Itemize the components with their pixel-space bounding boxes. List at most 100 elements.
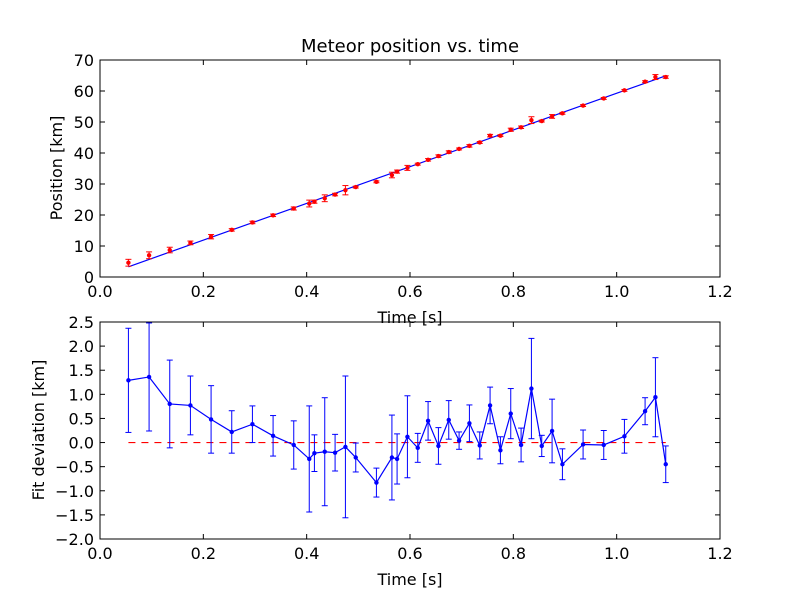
position-point — [343, 188, 348, 193]
bottom-axis-ticks: 0.0 0.2 0.4 0.6 0.8 1.0 1.2 −2.0 −1.5 −1.0 −0.5 0.0… — [55, 313, 733, 563]
position-point — [229, 227, 234, 233]
deviation-point — [529, 386, 534, 391]
position-point — [622, 88, 627, 93]
x-tick-label: 1.0 — [604, 544, 629, 563]
position-point — [425, 157, 431, 163]
y-tick-label: 40 — [74, 144, 94, 163]
x-tick-label: 1.0 — [604, 282, 629, 301]
deviation-point — [446, 417, 451, 423]
position-point — [389, 172, 395, 178]
y-tick-label: 10 — [74, 237, 94, 256]
x-tick-label: 0.8 — [501, 544, 526, 563]
x-tick-label: 0.4 — [294, 282, 319, 301]
deviation-point — [477, 443, 482, 448]
deviation-point — [332, 450, 338, 455]
bottom-x-axis-label: Time [s] — [376, 570, 442, 589]
x-tick-label: 0.8 — [501, 282, 526, 301]
bottom-plot-frame — [99, 321, 721, 540]
y-tick-label: 60 — [74, 82, 94, 101]
bottom-panel: Time [s] Fit deviation [km] 0.0 0.2 0.4 0.6… — [29, 313, 733, 589]
deviation-point — [467, 421, 472, 426]
position-point — [560, 111, 565, 116]
x-tick-label: 0.6 — [397, 282, 422, 301]
y-tick-label: −0.5 — [55, 458, 94, 477]
deviation-point — [560, 462, 565, 467]
y-tick-label: 2.0 — [69, 337, 94, 356]
deviation-point — [208, 417, 214, 422]
deviation-point — [663, 462, 668, 467]
x-tick-label: 1.2 — [707, 544, 732, 563]
top-plot-marks — [125, 74, 669, 268]
position-point — [307, 201, 312, 206]
deviation-point — [353, 455, 358, 460]
deviation-line — [128, 376, 667, 484]
deviation-point — [518, 442, 524, 448]
deviation-point — [146, 374, 152, 380]
position-point — [653, 74, 658, 80]
position-point — [322, 196, 327, 201]
deviation-point — [229, 429, 234, 435]
y-tick-label: 1.0 — [69, 385, 94, 404]
position-point — [508, 127, 513, 132]
deviation-point — [622, 434, 627, 439]
position-point — [374, 179, 379, 185]
deviation-point — [394, 456, 400, 462]
position-point — [518, 125, 524, 130]
position-point — [208, 234, 214, 239]
position-point — [188, 240, 193, 246]
deviation-point — [508, 411, 513, 416]
bottom-y-axis-label: Fit deviation [km] — [29, 360, 48, 501]
deviation-point — [487, 403, 493, 408]
x-tick-label: 0.6 — [397, 544, 422, 563]
position-point — [529, 117, 534, 123]
x-tick-label: 0.2 — [191, 544, 216, 563]
deviation-point — [270, 433, 276, 439]
y-tick-label: 0 — [84, 268, 94, 287]
position-point — [394, 169, 400, 174]
y-tick-label: 70 — [74, 51, 94, 70]
y-tick-label: −1.5 — [55, 506, 94, 525]
deviation-point — [188, 403, 193, 408]
deviation-point — [307, 456, 312, 462]
deviation-point — [126, 378, 131, 383]
position-point — [477, 140, 482, 145]
top-plot-frame — [99, 59, 721, 278]
position-point — [549, 114, 555, 119]
y-tick-label: 2.5 — [69, 313, 94, 332]
position-point — [487, 133, 493, 138]
deviation-point — [322, 449, 327, 454]
deviation-point — [415, 445, 420, 451]
y-tick-label: −1.0 — [55, 482, 94, 501]
y-tick-label: 20 — [74, 206, 94, 225]
deviation-point — [436, 443, 441, 449]
deviation-point — [389, 455, 395, 460]
deviation-point — [405, 434, 410, 439]
chart-title: Meteor position vs. time — [301, 36, 519, 57]
deviation-point — [580, 442, 586, 447]
y-tick-label: 0.0 — [69, 434, 94, 453]
top-y-axis-label: Position [km] — [47, 116, 66, 221]
position-point — [270, 213, 276, 218]
position-point — [456, 146, 462, 152]
deviation-point — [250, 422, 255, 427]
deviation-point — [312, 450, 317, 456]
y-tick-label: −2.0 — [55, 530, 94, 549]
position-point — [446, 149, 451, 155]
position-point — [167, 247, 172, 253]
position-point — [291, 206, 296, 211]
position-point — [580, 103, 586, 108]
position-point — [405, 165, 410, 171]
position-point — [126, 260, 131, 265]
position-point — [539, 118, 544, 124]
x-tick-label: 1.2 — [707, 282, 732, 301]
deviation-point — [642, 409, 648, 414]
y-tick-label: 0.5 — [69, 409, 94, 428]
position-point — [436, 153, 441, 159]
deviation-point — [291, 442, 296, 448]
position-point — [250, 220, 255, 225]
x-tick-label: 0.2 — [191, 282, 216, 301]
position-point — [146, 253, 152, 258]
deviation-point — [539, 443, 544, 449]
